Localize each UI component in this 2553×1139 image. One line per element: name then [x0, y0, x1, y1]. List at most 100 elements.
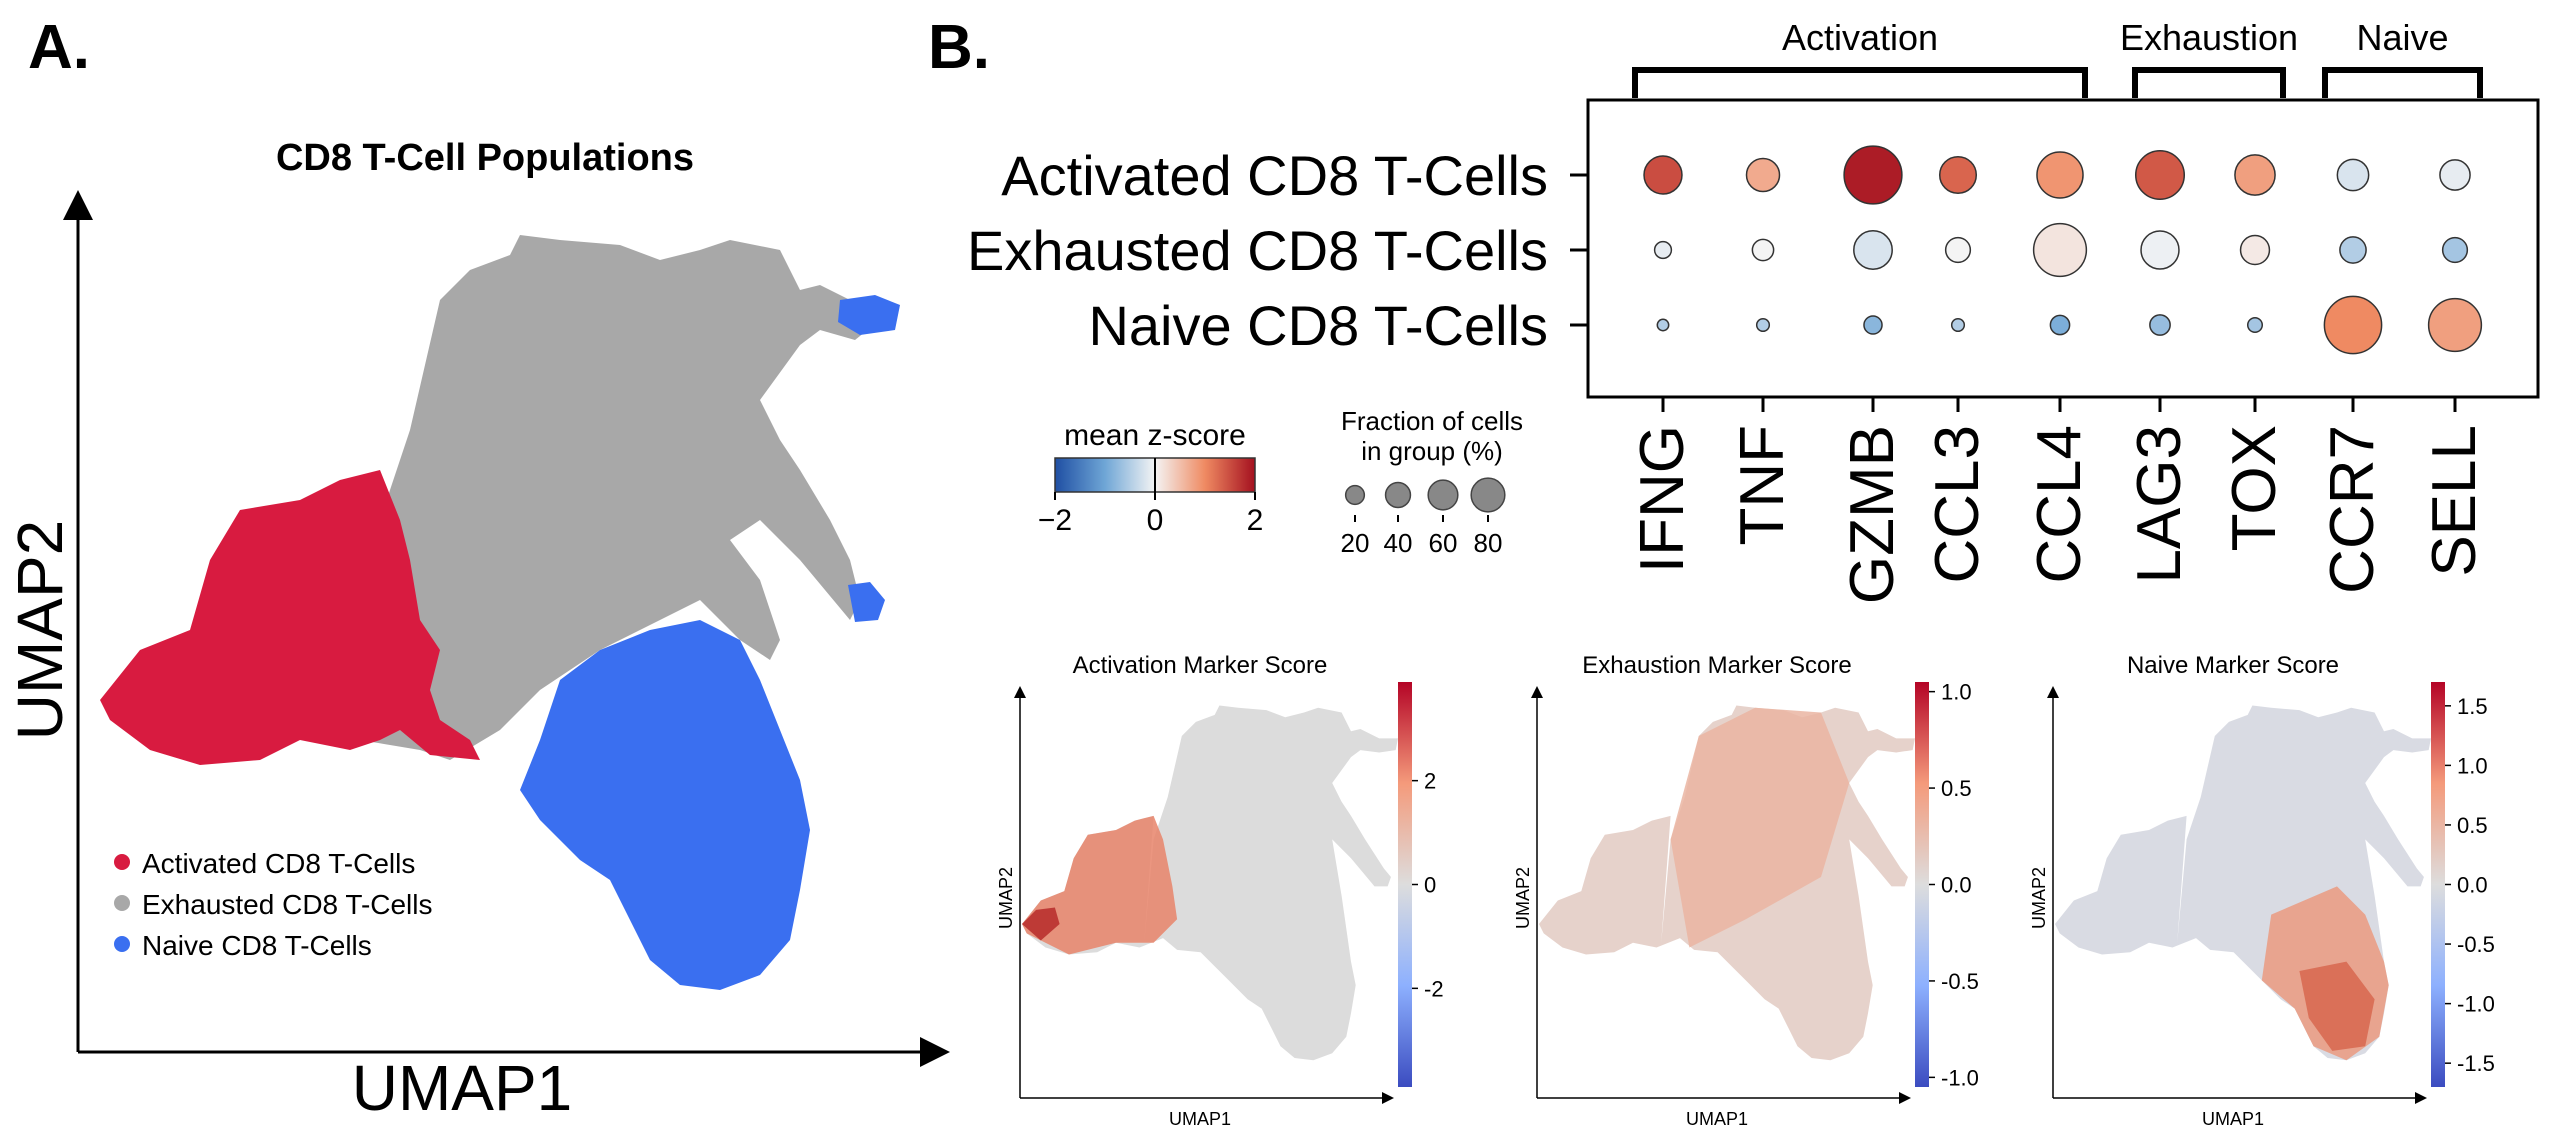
exhausted-cluster: [360, 235, 880, 760]
dot-ccl4-row1: [2032, 222, 2088, 278]
size-legend-dot: [1384, 481, 1412, 509]
naive-cluster: [520, 620, 810, 990]
umap-y-label: UMAP2: [4, 520, 76, 741]
dot-tox-row1: [2239, 234, 2271, 266]
naive-score-y-label: UMAP2: [2029, 867, 2049, 929]
size-legend-dot: [1344, 484, 1366, 506]
exhaustion-score-x-label: UMAP1: [1686, 1109, 1748, 1129]
exhaustion-score-colorbar-tick: -1.0: [1941, 1065, 1979, 1090]
dot-tnf-row1: [1751, 238, 1775, 262]
dotplot-gene-label-lag3: LAG3: [2125, 425, 2194, 584]
size-legend-dot: [1427, 479, 1459, 511]
dot-ccl4-row2: [2049, 314, 2071, 336]
exhaustion-score-colorbar-tick: 0.5: [1941, 776, 1972, 801]
zscore-legend: mean z-score −2 0 2: [1038, 419, 1263, 537]
dot-ccl4-row0: [2036, 151, 2084, 199]
activation-score-chart: Activation Marker Score UMAP1 UMAP2 2 0 -2: [996, 652, 1444, 1129]
legend-exhausted-marker: [114, 895, 130, 911]
exhaustion-score-point-cloud: [1539, 705, 1915, 1061]
dot-tox-row0: [2234, 154, 2276, 196]
size-legend-title-2: in group (%): [1361, 436, 1503, 466]
dot-ccl3-row1: [1944, 236, 1972, 264]
exhaustion-score-high-score-region: [1670, 707, 1850, 948]
naive-score-colorbar-tick: -1.5: [2457, 1051, 2495, 1076]
naive-score-colorbar: [2431, 682, 2445, 1087]
group-bracket-exhaustion: [2132, 67, 2286, 98]
activation-score-y-label: UMAP2: [996, 867, 1016, 929]
group-bracket-naive: [2322, 67, 2483, 98]
naive-score-chart: Naive Marker Score UMAP1 UMAP2 1.5 1.0 0.5 0.0…: [2029, 652, 2495, 1129]
dot-ifng-row0: [1643, 155, 1683, 195]
size-legend-tick: 60: [1429, 528, 1458, 558]
dot-ccl3-row2: [1950, 317, 1966, 333]
zscore-legend-title: mean z-score: [1064, 419, 1246, 452]
activation-score-point-cloud: [1022, 705, 1398, 1061]
activation-score-colorbar-tick: -2: [1424, 976, 1444, 1001]
naive-score-colorbar-tick: 1.5: [2457, 694, 2488, 719]
activated-cluster: [100, 470, 480, 765]
legend-activated-marker: [114, 854, 130, 870]
size-legend-dot: [1470, 477, 1506, 513]
naive-score-title: Naive Marker Score: [2127, 652, 2339, 679]
activation-score-x-label: UMAP1: [1169, 1109, 1231, 1129]
size-legend-title-1: Fraction of cells: [1341, 406, 1523, 436]
dot-ccl3-row0: [1938, 155, 1978, 195]
activation-score-colorbar: [1398, 682, 1412, 1087]
size-legend-tick: 20: [1341, 528, 1370, 558]
umap-populations-chart: CD8 T-Cell Populations UMAP1 UMAP2 Activ…: [4, 137, 950, 1124]
dot-tnf-row0: [1745, 157, 1781, 193]
dot-gzmb-row2: [1863, 315, 1883, 335]
naive-islet-mid: [848, 582, 885, 622]
umap-title: CD8 T-Cell Populations: [276, 137, 694, 179]
dot-sell-row0: [2439, 159, 2471, 191]
naive-score-point-cloud: [2055, 705, 2431, 1061]
activation-score-title: Activation Marker Score: [1073, 652, 1328, 679]
activation-score-cells: [1022, 705, 1398, 1061]
dot-ccr7-row2: [2323, 295, 2383, 355]
group-bracket-activation: [1632, 67, 2088, 98]
dotplot-gene-label-ccl4: CCL4: [2025, 425, 2094, 584]
naive-score-x-label: UMAP1: [2202, 1109, 2264, 1129]
exhaustion-score-chart: Exhaustion Marker Score UMAP1 UMAP2 1.0 0.5 0…: [1513, 652, 1979, 1129]
legend-activated-label: Activated CD8 T-Cells: [142, 848, 415, 879]
dot-ccr7-row0: [2336, 158, 2370, 192]
group-label-activation: Activation: [1782, 17, 1938, 58]
exhaustion-score-colorbar-tick: 1.0: [1941, 680, 1972, 705]
marker-dotplot: Activation Exhaustion Naive Activated CD8 …: [967, 17, 2540, 604]
dot-ccr7-row1: [2339, 236, 2367, 264]
dot-ifng-row2: [1656, 318, 1670, 332]
zscore-tick-min: −2: [1038, 504, 1072, 537]
dot-sell-row2: [2427, 297, 2483, 353]
naive-score-peak-region: [2299, 961, 2375, 1051]
legend-naive-marker: [114, 936, 130, 952]
dotplot-gene-label-ccl3: CCL3: [1923, 425, 1992, 584]
group-label-exhaustion: Exhaustion: [2120, 17, 2298, 58]
dotplot-gene-label-ifng: IFNG: [1628, 425, 1697, 573]
dot-sell-row1: [2441, 236, 2469, 264]
dot-gzmb-row0: [1843, 145, 1903, 205]
naive-score-colorbar-tick: 0.5: [2457, 813, 2488, 838]
exhaustion-score-colorbar: [1915, 682, 1929, 1087]
dot-lag3-row0: [2134, 149, 2186, 201]
activation-score-colorbar-tick: 0: [1424, 873, 1436, 898]
dotplot-gene-label-ccr7: CCR7: [2318, 425, 2387, 594]
dot-tox-row2: [2246, 316, 2264, 334]
dot-lag3-row1: [2140, 230, 2180, 270]
dotplot-gene-label-tnf: TNF: [1728, 425, 1797, 546]
legend-naive-label: Naive CD8 T-Cells: [142, 930, 372, 961]
dot-lag3-row2: [2149, 314, 2171, 336]
exhaustion-score-y-label: UMAP2: [1513, 867, 1533, 929]
umap-legend: Activated CD8 T-Cells Exhausted CD8 T-Ce…: [114, 848, 433, 961]
dotplot-row-label: Activated CD8 T-Cells: [1001, 144, 1548, 207]
umap-point-cloud: [100, 235, 900, 990]
dot-ifng-row1: [1653, 240, 1673, 260]
dotplot-gene-label-sell: SELL: [2420, 425, 2489, 577]
panel-b-label: B.: [928, 13, 990, 82]
fraction-size-legend: Fraction of cells in group (%) 20 40 60 80: [1341, 406, 1524, 558]
naive-score-colorbar-tick: 1.0: [2457, 753, 2488, 778]
panel-a-label: A.: [28, 13, 90, 82]
dotplot-gene-label-tox: TOX: [2220, 425, 2289, 551]
naive-score-colorbar-tick: 0.0: [2457, 873, 2488, 898]
zscore-tick-mid: 0: [1147, 504, 1164, 537]
